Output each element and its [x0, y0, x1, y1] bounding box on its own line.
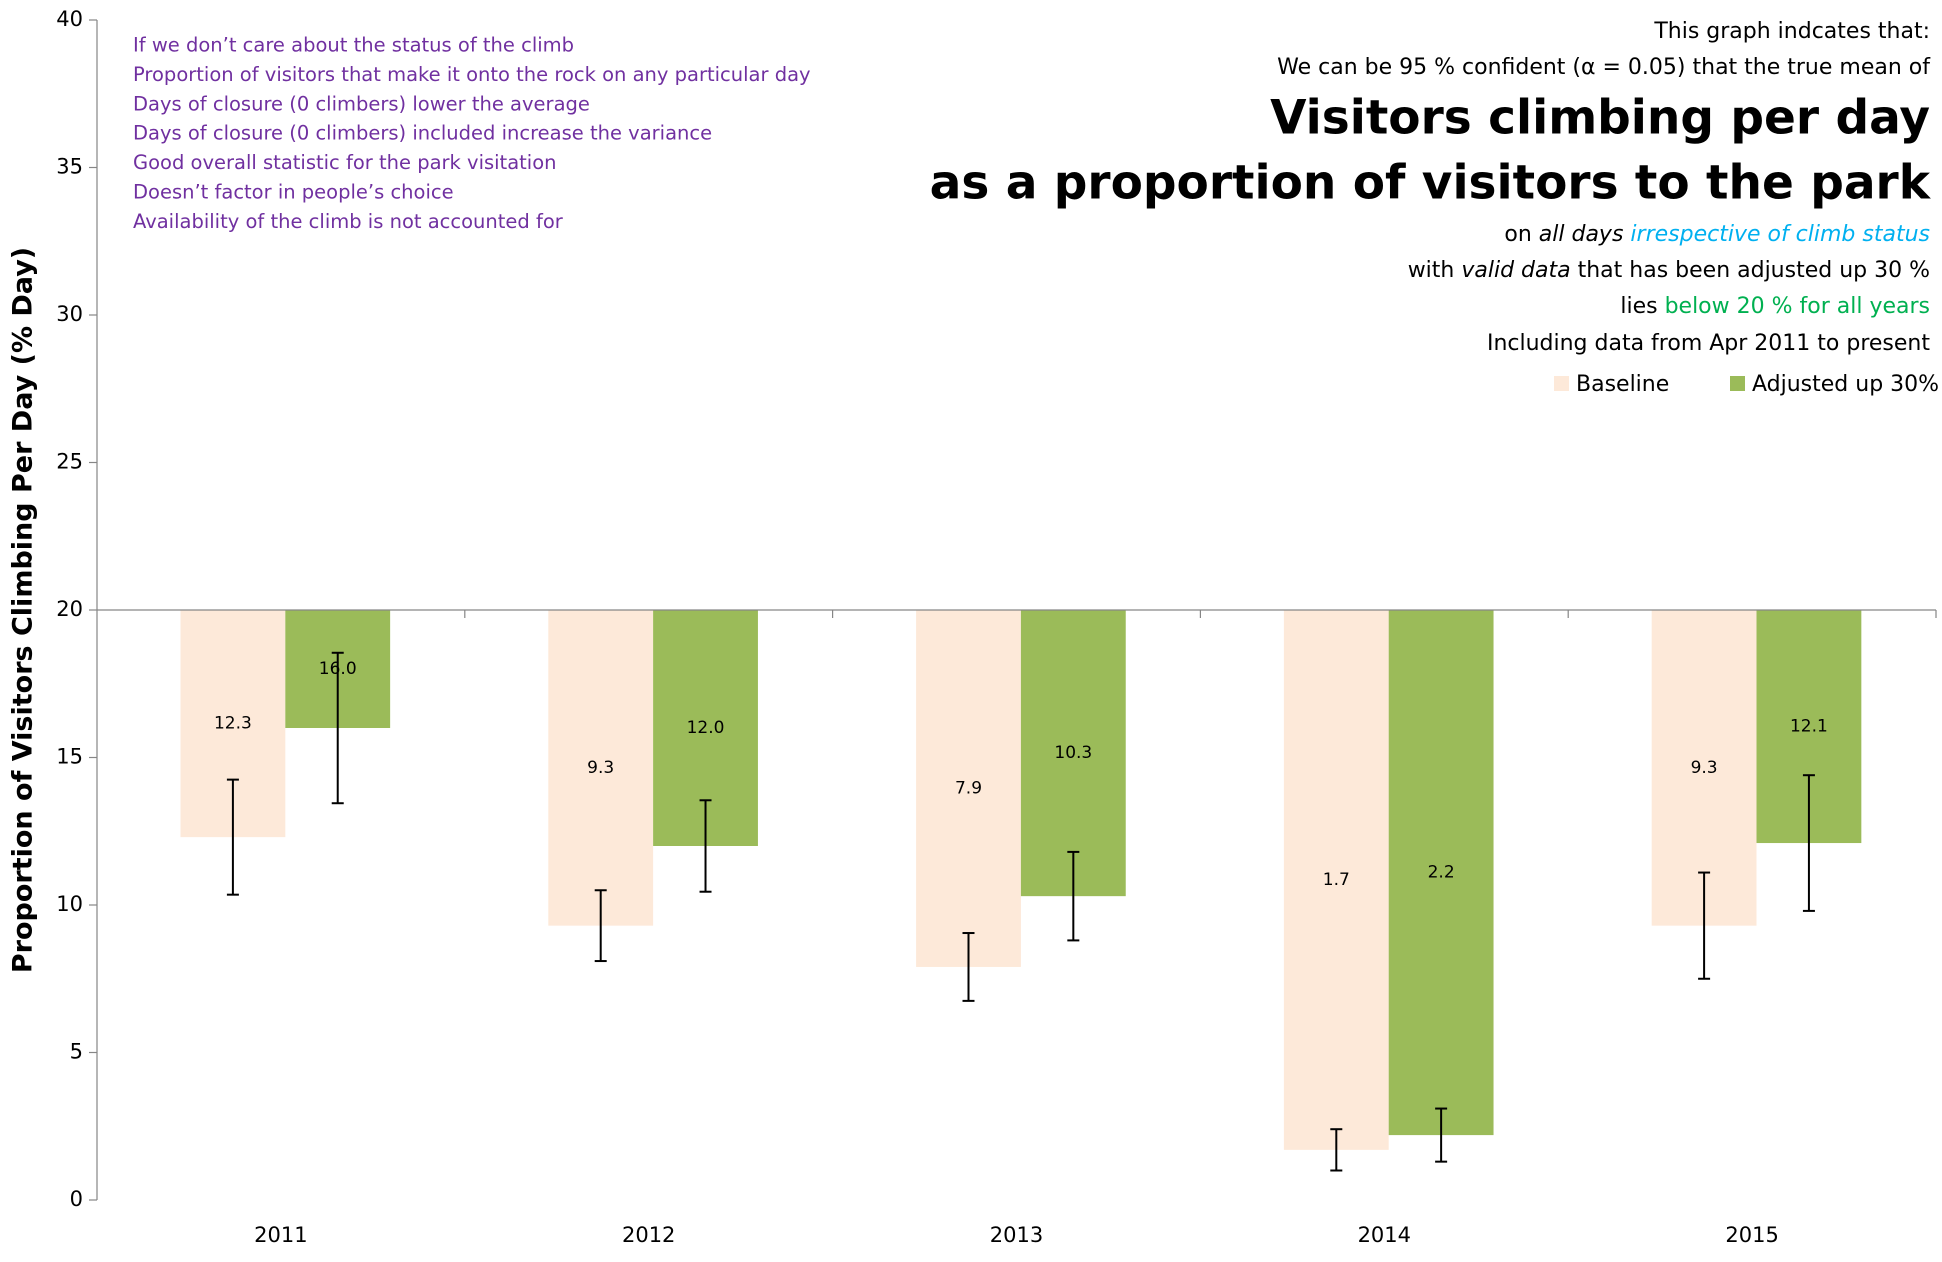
bar	[1283, 610, 1389, 1150]
statement-intro: We can be 95 % confident (α = 0.05) that…	[1277, 55, 1931, 80]
y-tick-label: 25	[56, 450, 83, 474]
y-tick-label: 5	[70, 1040, 83, 1064]
chart-title: as a proportion of visitors to the park	[930, 156, 1932, 211]
note: If we don’t care about the status of the…	[133, 34, 574, 57]
legend-label: Adjusted up 30%	[1752, 372, 1939, 397]
bar	[916, 610, 1021, 967]
statement-line: lies below 20 % for all years	[1620, 294, 1930, 319]
value-label: 12.1	[1790, 717, 1828, 737]
value-label: 10.3	[1054, 743, 1092, 763]
note: Availability of the climb is not account…	[133, 210, 564, 233]
y-tick-label: 35	[56, 155, 83, 179]
statement-intro: This graph indcates that:	[1653, 19, 1930, 44]
statement-line: Including data from Apr 2011 to present	[1487, 331, 1930, 356]
y-tick-label: 10	[56, 892, 83, 916]
text: lies	[1620, 294, 1664, 319]
value-label: 12.0	[687, 718, 725, 738]
legend-label: Baseline	[1576, 372, 1669, 397]
y-tick-label: 15	[56, 745, 83, 769]
value-label: 2.2	[1428, 863, 1455, 883]
value-label: 1.7	[1323, 870, 1350, 890]
legend-swatch	[1730, 376, 1745, 391]
x-tick-label: 2011	[254, 1223, 307, 1247]
text: with	[1408, 258, 1462, 283]
bar	[1388, 610, 1494, 1136]
y-tick-label: 0	[70, 1187, 83, 1211]
text: valid data	[1461, 258, 1570, 283]
statement-line: on all days irrespective of climb status	[1504, 222, 1930, 247]
text: on	[1504, 222, 1538, 247]
x-tick-label: 2015	[1725, 1223, 1778, 1247]
bar	[548, 610, 654, 926]
value-label: 9.3	[1691, 758, 1718, 778]
chart-title: Visitors climbing per day	[1270, 91, 1930, 146]
note: Doesn’t factor in people’s choice	[133, 181, 454, 204]
text: that has been adjusted up 30 %	[1571, 258, 1930, 283]
x-tick-label: 2013	[990, 1223, 1043, 1247]
bar	[1020, 610, 1126, 897]
value-label: 12.3	[214, 714, 252, 734]
note: Days of closure (0 climbers) lower the a…	[133, 92, 590, 115]
note: Good overall statistic for the park visi…	[133, 151, 557, 174]
value-label: 9.3	[587, 758, 614, 778]
y-tick-label: 40	[56, 7, 83, 31]
text: below 20 % for all years	[1665, 294, 1930, 319]
note: Proportion of visitors that make it onto…	[133, 63, 811, 86]
x-tick-label: 2014	[1358, 1223, 1411, 1247]
value-label: 7.9	[955, 778, 982, 798]
x-tick-label: 2012	[622, 1223, 675, 1247]
y-axis-title: Proportion of Visitors Climbing Per Day …	[8, 247, 39, 973]
statement-line: with valid data that has been adjusted u…	[1408, 258, 1930, 283]
y-tick-label: 20	[56, 597, 83, 621]
legend-swatch	[1554, 376, 1569, 391]
text: irrespective of climb status	[1630, 222, 1930, 247]
text: all days	[1539, 222, 1631, 247]
note: Days of closure (0 climbers) included in…	[133, 122, 712, 145]
y-tick-label: 30	[56, 302, 83, 326]
